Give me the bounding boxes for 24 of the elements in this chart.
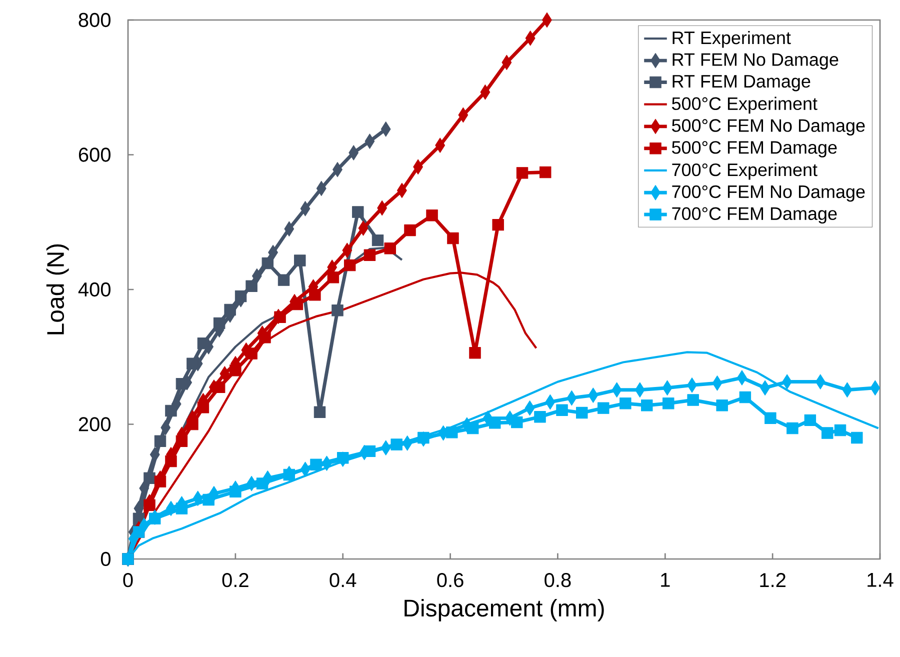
legend-label: 700°C FEM Damage [672,207,837,224]
y-tick-label: 0 [100,552,111,566]
y-tick-label: 400 [78,282,110,297]
x-tick-label: 0.6 [437,573,464,588]
y-axis-title: Load (N) [46,244,69,334]
legend-label: RT Experiment [672,30,791,48]
legend-label: RT FEM No Damage [672,53,838,70]
x-tick-label: 0.2 [222,573,248,588]
legend-label: 700°C Experiment [672,162,818,180]
x-tick-label: 1 [661,573,670,587]
x-tick-label: 0.4 [330,573,356,588]
y-tick-label: 800 [78,12,110,28]
y-tick-label: 200 [78,417,110,432]
legend-label: 500°C FEM No Damage [672,119,865,136]
legend-label: 500°C Experiment [672,96,818,114]
legend-label: RT FEM Damage [672,75,810,92]
legend-label: 700°C FEM No Damage [672,185,865,202]
x-tick-label: 0.8 [544,573,571,588]
x-tick-label: 1.4 [868,573,894,587]
x-tick-label: 0 [123,573,133,588]
x-tick-label: 1.2 [760,573,786,587]
y-tick-label: 600 [78,148,110,162]
x-axis-title: Dispacement (mm) [404,599,604,622]
legend-label: 500°C FEM Damage [672,141,837,158]
